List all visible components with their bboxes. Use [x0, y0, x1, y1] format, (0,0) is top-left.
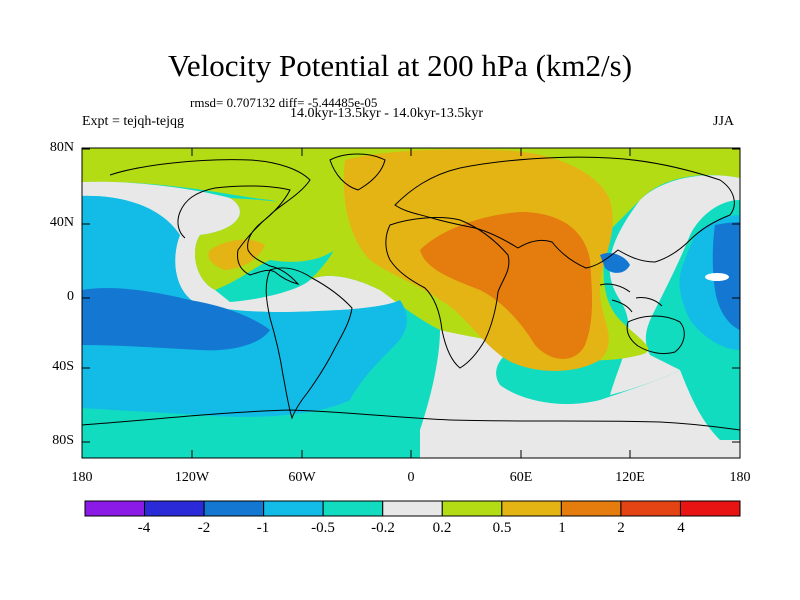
- field-neutral-south: [420, 330, 740, 458]
- coast-indonesia: [599, 283, 663, 313]
- colorbar-box: [620, 500, 681, 517]
- field-positive: [208, 149, 613, 371]
- coast-africa: [385, 217, 510, 369]
- colorbar-box: [322, 500, 384, 517]
- field-neutral-east: [609, 175, 740, 395]
- lon-label-60e: 60E: [509, 470, 533, 485]
- lon-label-0: 0: [407, 470, 415, 485]
- lat-label-80n: 80N: [49, 140, 74, 155]
- colorbar-box: [144, 500, 205, 517]
- colorbar: [84, 500, 741, 517]
- colorbar-box: [382, 500, 443, 517]
- colorbar-label: 0.5: [492, 520, 512, 536]
- lat-label-0: 0: [67, 289, 74, 304]
- coastlines: [82, 153, 740, 431]
- season-label: JJA: [713, 114, 735, 129]
- rmsd-diff-label: rmsd= 0.707132 diff= -5.44485e-05: [190, 95, 378, 110]
- colorbar-label: 2: [617, 520, 625, 536]
- field-neutral-blob: [705, 273, 729, 281]
- lon-label-180e: 180: [729, 470, 751, 485]
- coast-australia: [626, 315, 685, 355]
- lon-label-120e: 120E: [615, 470, 645, 485]
- colorbar-label: -4: [137, 520, 151, 536]
- colorbar-box: [441, 500, 503, 517]
- lon-label-120w: 120W: [174, 470, 210, 485]
- colorbar-box: [203, 500, 265, 517]
- plot-title: Velocity Potential at 200 hPa (km2/s): [167, 48, 633, 83]
- colorbar-label: 0.2: [432, 520, 452, 536]
- lat-label-40s: 40S: [52, 359, 74, 374]
- velocity-potential-field: [82, 148, 740, 458]
- colorbar-label: -1: [256, 520, 270, 536]
- lon-ticks: [81, 148, 741, 458]
- colorbar-label: -0.5: [311, 520, 335, 536]
- colorbar-label: 1: [558, 520, 566, 536]
- lon-label-60w: 60W: [288, 470, 316, 485]
- lon-label-180w: 180: [71, 470, 93, 485]
- coast-south-america: [265, 267, 353, 420]
- colorbar-box: [560, 500, 622, 517]
- colorbar-label: 4: [677, 520, 685, 536]
- coast-greenland: [329, 153, 386, 191]
- coast-north-america: [109, 159, 311, 285]
- colorbar-box: [84, 500, 146, 517]
- field-negative: [82, 222, 740, 351]
- field-neutral-west: [82, 181, 400, 313]
- colorbar-label: -2: [197, 520, 211, 536]
- period-label: 14.0kyr-13.5kyr - 14.0kyr-13.5kyr: [290, 106, 484, 121]
- colorbar-label: -0.2: [371, 520, 395, 536]
- lat-label-40n: 40N: [49, 215, 74, 230]
- field-weak-negative: [82, 195, 740, 417]
- colorbar-box: [679, 500, 741, 517]
- experiment-label: Expt = tejqh-tejqg: [82, 114, 184, 129]
- colorbar-box: [501, 500, 562, 517]
- coast-eurasia: [394, 156, 735, 269]
- field-strong-positive: [420, 212, 593, 359]
- lat-ticks: [82, 148, 740, 443]
- coast-antarctica: [82, 409, 740, 431]
- colorbar-box: [263, 500, 324, 517]
- lat-label-80s: 80S: [52, 433, 74, 448]
